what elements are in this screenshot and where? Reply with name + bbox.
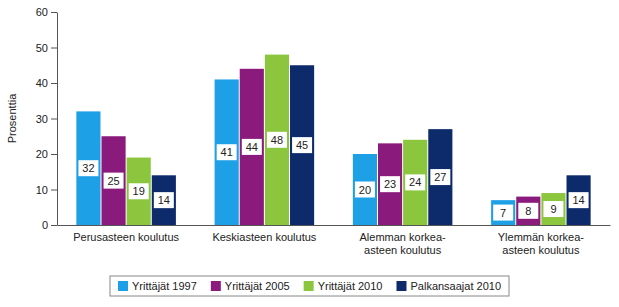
data-label: 41 bbox=[221, 146, 233, 158]
x-axis-line bbox=[58, 225, 611, 226]
label-box bbox=[380, 176, 400, 192]
label-box bbox=[430, 169, 450, 185]
y-tick-mark bbox=[51, 12, 57, 13]
legend-label: Palkansaajat 2010 bbox=[410, 280, 501, 292]
bar bbox=[101, 136, 125, 225]
y-tick: 20 bbox=[36, 148, 57, 160]
y-tick-label: 50 bbox=[36, 42, 48, 54]
chart: 32 41 20 7 25 44 23 8 19 48 24 9 14 45 27 14 0 10 20 30 40 50… bbox=[0, 0, 619, 307]
bar bbox=[290, 65, 314, 225]
bar bbox=[353, 154, 377, 225]
bar bbox=[428, 129, 452, 225]
legend-label: Yrittäjät 2010 bbox=[318, 280, 383, 292]
label-box bbox=[129, 183, 149, 199]
bar bbox=[152, 175, 176, 225]
label-box bbox=[242, 139, 262, 155]
data-label: 48 bbox=[271, 134, 283, 146]
label-box bbox=[267, 132, 287, 148]
label-box bbox=[405, 174, 425, 190]
label-box bbox=[154, 192, 174, 208]
legend-swatch bbox=[211, 281, 221, 291]
y-tick-label: 0 bbox=[42, 219, 48, 231]
x-tick: Perusasteen koulutus bbox=[73, 225, 179, 243]
label-box bbox=[493, 205, 513, 221]
label-box bbox=[78, 160, 98, 176]
label-box bbox=[518, 203, 538, 219]
data-label: 27 bbox=[434, 171, 446, 183]
legend-swatch bbox=[396, 281, 406, 291]
data-label: 14 bbox=[572, 194, 584, 206]
label-box bbox=[292, 137, 312, 153]
data-label: 44 bbox=[246, 141, 258, 153]
bar bbox=[541, 193, 565, 225]
legend-swatch bbox=[304, 281, 314, 291]
y-tick-mark bbox=[51, 190, 57, 191]
y-tick: 40 bbox=[36, 77, 57, 89]
bar bbox=[215, 79, 239, 225]
bar bbox=[567, 175, 591, 225]
y-tick-label: 60 bbox=[36, 6, 48, 18]
bar bbox=[127, 158, 151, 225]
data-label: 14 bbox=[158, 194, 170, 206]
data-label: 20 bbox=[359, 184, 371, 196]
bars bbox=[76, 55, 590, 225]
y-tick-label: 10 bbox=[36, 184, 48, 196]
y-tick-mark bbox=[51, 83, 57, 84]
y-tick: 60 bbox=[36, 6, 57, 18]
label-box bbox=[543, 201, 563, 217]
x-tick: Alemman korkea-asteen koulutus bbox=[360, 225, 447, 256]
x-tick: Keskiasteen koulutus bbox=[212, 225, 316, 243]
bar bbox=[403, 140, 427, 225]
y-tick-label: 40 bbox=[36, 77, 48, 89]
x-axis: Perusasteen koulutus Keskiasteen koulutus… bbox=[58, 225, 611, 256]
y-axis-title: Prosenttia bbox=[6, 93, 18, 143]
bar bbox=[76, 111, 100, 225]
bar bbox=[516, 197, 540, 225]
data-label: 24 bbox=[409, 176, 421, 188]
legend-swatch bbox=[118, 281, 128, 291]
y-tick: 10 bbox=[36, 184, 57, 196]
data-labels: 32 41 20 7 25 44 23 8 19 48 24 9 14 45 27 14 bbox=[78, 132, 588, 221]
legend-label: Yrittäjät 1997 bbox=[132, 280, 197, 292]
label-box bbox=[217, 144, 237, 160]
y-tick-mark bbox=[51, 48, 57, 49]
data-label: 8 bbox=[525, 205, 531, 217]
y-tick-mark bbox=[51, 154, 57, 155]
bar bbox=[378, 143, 402, 225]
bar bbox=[265, 55, 289, 225]
x-tick-label: Keskiasteen koulutus bbox=[212, 231, 316, 243]
y-tick-mark bbox=[51, 119, 57, 120]
x-tick: Ylemmän korkea-asteen koulutus bbox=[498, 225, 585, 256]
legend-frame bbox=[110, 276, 509, 296]
bar bbox=[240, 69, 264, 225]
data-label: 45 bbox=[296, 139, 308, 151]
data-label: 25 bbox=[107, 175, 119, 187]
legend: Yrittäjät 1997 Yrittäjät 2005 Yrittäjät 20… bbox=[110, 276, 509, 296]
x-tick-label: Ylemmän korkea-asteen koulutus bbox=[498, 231, 585, 256]
data-label: 19 bbox=[133, 185, 145, 197]
data-label: 32 bbox=[82, 162, 94, 174]
y-tick-label: 20 bbox=[36, 148, 48, 160]
label-box bbox=[569, 192, 589, 208]
y-tick-label: 30 bbox=[36, 113, 48, 125]
y-tick: 0 bbox=[42, 219, 57, 231]
y-tick-mark bbox=[51, 225, 57, 226]
x-tick-label: Perusasteen koulutus bbox=[73, 231, 179, 243]
label-box bbox=[355, 182, 375, 198]
y-tick: 50 bbox=[36, 42, 57, 54]
y-axis: 0 10 20 30 40 50 60 bbox=[36, 6, 58, 231]
data-label: 7 bbox=[500, 207, 506, 219]
y-tick: 30 bbox=[36, 113, 57, 125]
data-label: 23 bbox=[384, 178, 396, 190]
label-box bbox=[104, 173, 124, 189]
data-label: 9 bbox=[550, 203, 556, 215]
legend-label: Yrittäjät 2005 bbox=[225, 280, 290, 292]
y-axis-line bbox=[57, 13, 58, 226]
x-tick-label: Alemman korkea-asteen koulutus bbox=[360, 231, 447, 256]
bar bbox=[491, 200, 515, 225]
